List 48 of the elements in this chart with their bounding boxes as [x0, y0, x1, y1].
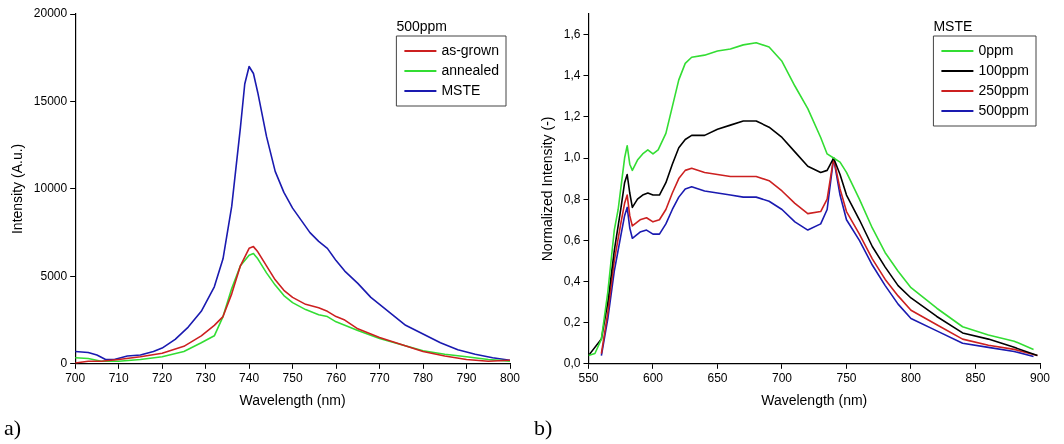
x-tick-label: 730	[195, 371, 216, 386]
x-axis-title: Wavelength (nm)	[761, 392, 868, 409]
y-axis-title: Intensity (A.u.)	[9, 143, 26, 235]
x-tick-label: 800	[900, 371, 922, 386]
y-tick-label: 1,4	[563, 68, 581, 83]
legend-title: MSTE	[933, 17, 973, 34]
y-tick-label: 0,2	[563, 314, 581, 329]
x-tick-label: 740	[239, 371, 260, 386]
y-tick-label: 0,6	[563, 232, 581, 247]
x-tick-label: 760	[326, 371, 347, 386]
legend-title: 500ppm	[396, 17, 447, 34]
text: a)	[4, 414, 22, 440]
legend-label: annealed	[441, 61, 500, 78]
x-tick-label: 700	[65, 371, 86, 386]
legend-label: as-grown	[441, 41, 499, 58]
legend-label: 250ppm	[978, 81, 1029, 98]
x-tick-label: 790	[456, 371, 477, 386]
legend-label: MSTE	[441, 81, 481, 98]
y-tick-label: 10000	[33, 181, 68, 196]
y-tick-label: 0,4	[563, 273, 581, 288]
x-tick-label: 800	[499, 371, 521, 386]
y-tick-label: 5000	[40, 268, 68, 283]
legend-label: 0ppm	[978, 41, 1014, 58]
x-tick-label: 750	[282, 371, 303, 386]
y-tick-label: 1,0	[563, 150, 581, 165]
x-tick-label: 600	[642, 371, 664, 386]
legend-label: 100ppm	[978, 61, 1029, 78]
x-tick-label: 710	[108, 371, 129, 386]
x-tick-label: 850	[965, 371, 986, 386]
y-tick-label: 15000	[33, 93, 68, 108]
x-tick-label: 780	[413, 371, 434, 386]
y-tick-label: 1,6	[563, 26, 581, 41]
x-tick-label: 550	[578, 371, 599, 386]
x-tick-label: 650	[707, 371, 728, 386]
x-tick-label: 900	[1029, 371, 1051, 386]
y-tick-label: 20000	[33, 6, 68, 21]
y-tick-label: 0,8	[563, 191, 581, 206]
x-axis-title: Wavelength (nm)	[239, 392, 346, 409]
y-axis-title: Normalized Intensity (-)	[539, 116, 556, 262]
text: b)	[534, 414, 553, 440]
legend-label: 500ppm	[978, 101, 1029, 118]
x-tick-label: 750	[836, 371, 857, 386]
y-tick-label: 1,2	[563, 109, 581, 124]
x-tick-label: 700	[771, 371, 793, 386]
y-tick-label: 0	[60, 356, 68, 371]
x-tick-label: 770	[369, 371, 390, 386]
x-tick-label: 720	[152, 371, 173, 386]
y-tick-label: 0,0	[563, 356, 581, 371]
